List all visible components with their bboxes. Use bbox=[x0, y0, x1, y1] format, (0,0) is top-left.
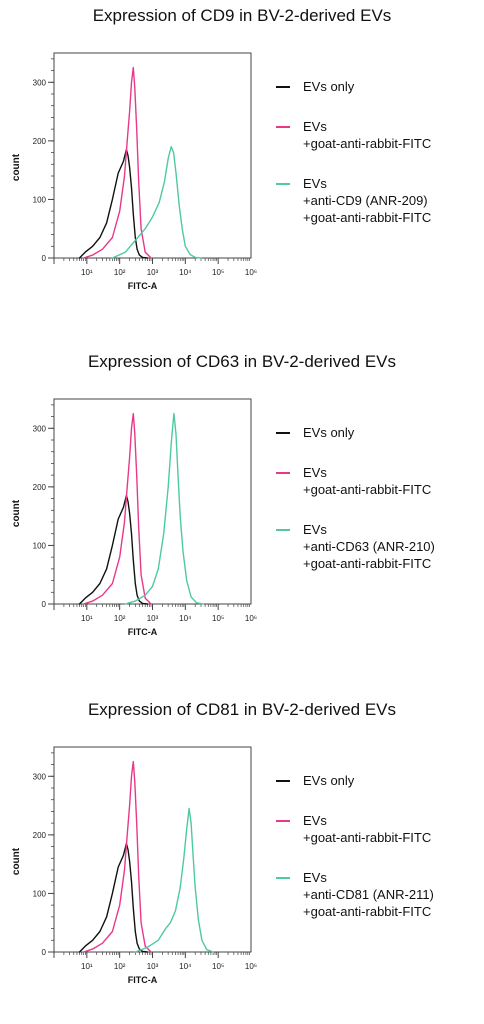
x-axis-label: FITC-A bbox=[128, 281, 158, 291]
legend-swatch bbox=[276, 432, 290, 434]
y-tick-label: 0 bbox=[42, 254, 47, 263]
histogram-plot: 0 100 200 300 10¹ 10² 10³ 10⁴ 10⁵ 10⁶ FITC-A count bbox=[11, 746, 257, 985]
y-axis-label: count bbox=[11, 153, 22, 181]
legend-swatch bbox=[276, 529, 290, 531]
series-line-0 bbox=[78, 842, 149, 953]
chart-title: Expression of CD9 in BV-2-derived EVs bbox=[92, 6, 392, 25]
legend-label: EVs +goat-anti-rabbit-FITC bbox=[303, 812, 431, 846]
legend-label-line: +goat-anti-rabbit-FITC bbox=[303, 904, 432, 919]
x-tick-label: 10⁵ bbox=[212, 614, 224, 623]
legend-label: EVs only bbox=[303, 78, 354, 95]
legend-label: EVs only bbox=[303, 772, 354, 789]
series-line-1 bbox=[82, 66, 152, 259]
histogram-plot: 0 100 200 300 10¹ 10² 10³ 10⁴ 10⁵ 10⁶ FITC-A count bbox=[11, 52, 257, 291]
x-tick-label: 10¹ bbox=[81, 268, 93, 277]
series-line-1 bbox=[82, 412, 152, 605]
legend-label-line: EVs bbox=[303, 119, 327, 134]
x-tick-label: 10⁴ bbox=[179, 614, 192, 623]
legend-label-line: EVs bbox=[303, 813, 327, 828]
legend-swatch bbox=[276, 126, 290, 128]
legend-label-line: +goat-anti-rabbit-FITC bbox=[303, 136, 432, 151]
legend-label: EVs +anti-CD9 (ANR-209) +goat-anti-rabbit-… bbox=[303, 175, 431, 226]
legend-swatch bbox=[276, 780, 290, 782]
x-tick-label: 10⁴ bbox=[179, 962, 192, 971]
y-tick-label: 300 bbox=[33, 424, 47, 433]
legend-label-line: EVs bbox=[303, 465, 327, 480]
legend-label: EVs +anti-CD81 (ANR-211) +goat-anti-rabbit… bbox=[303, 869, 434, 920]
x-tick-label: 10² bbox=[114, 614, 126, 623]
legend-label: EVs +anti-CD63 (ANR-210) +goat-anti-rabbit… bbox=[303, 521, 435, 572]
series-line-2 bbox=[134, 807, 214, 953]
x-tick-label: 10³ bbox=[147, 962, 159, 971]
legend-label-line: EVs bbox=[303, 522, 327, 537]
legend-label-line: +goat-anti-rabbit-FITC bbox=[303, 210, 432, 225]
x-tick-label: 10¹ bbox=[81, 962, 93, 971]
x-tick-label: 10⁶ bbox=[245, 614, 257, 623]
legend-swatch bbox=[276, 183, 290, 185]
legend-label-line: +anti-CD9 (ANR-209) bbox=[303, 193, 428, 208]
chart-panel: Expression of CD63 in BV-2-derived EVs 0 1… bbox=[0, 346, 484, 676]
x-tick-label: 10⁴ bbox=[179, 268, 192, 277]
x-tick-label: 10² bbox=[114, 962, 126, 971]
chart-panel: Expression of CD81 in BV-2-derived EVs 0 1… bbox=[0, 694, 484, 1024]
chart-title: Expression of CD63 in BV-2-derived EVs bbox=[87, 352, 397, 371]
plot-frame bbox=[53, 398, 252, 605]
x-tick-label: 10³ bbox=[147, 614, 159, 623]
y-tick-label: 300 bbox=[33, 772, 47, 781]
legend-swatch bbox=[276, 86, 290, 88]
legend-label: EVs +goat-anti-rabbit-FITC bbox=[303, 464, 431, 498]
y-tick-label: 0 bbox=[42, 948, 47, 957]
legend-label-line: EVs only bbox=[303, 425, 355, 440]
series-line-0 bbox=[78, 494, 149, 605]
legend-label-line: EVs bbox=[303, 870, 327, 885]
legend-label-line: +goat-anti-rabbit-FITC bbox=[303, 830, 432, 845]
chart-title: Expression of CD81 in BV-2-derived EVs bbox=[87, 700, 397, 719]
x-tick-label: 10⁵ bbox=[212, 268, 224, 277]
series-line-2 bbox=[111, 145, 202, 259]
x-tick-label: 10⁵ bbox=[212, 962, 224, 971]
x-axis-label: FITC-A bbox=[128, 975, 158, 985]
y-tick-label: 200 bbox=[33, 483, 47, 492]
x-tick-label: 10³ bbox=[147, 268, 159, 277]
x-tick-label: 10¹ bbox=[81, 614, 93, 623]
y-tick-label: 100 bbox=[33, 195, 47, 204]
plot-frame bbox=[53, 746, 252, 953]
x-tick-label: 10⁶ bbox=[245, 962, 257, 971]
x-tick-label: 10⁶ bbox=[245, 268, 257, 277]
y-tick-label: 100 bbox=[33, 889, 47, 898]
y-tick-label: 200 bbox=[33, 137, 47, 146]
y-tick-label: 100 bbox=[33, 541, 47, 550]
y-tick-label: 300 bbox=[33, 78, 47, 87]
legend-label-line: EVs bbox=[303, 176, 327, 191]
y-tick-label: 0 bbox=[42, 600, 47, 609]
legend-swatch bbox=[276, 472, 290, 474]
series-line-0 bbox=[78, 148, 149, 259]
legend-label-line: EVs only bbox=[303, 773, 355, 788]
series-line-1 bbox=[82, 760, 152, 953]
histogram-plot: 0 100 200 300 10¹ 10² 10³ 10⁴ 10⁵ 10⁶ FITC-A count bbox=[11, 398, 257, 637]
legend-label-line: +goat-anti-rabbit-FITC bbox=[303, 556, 432, 571]
legend-swatch bbox=[276, 877, 290, 879]
legend-label-line: +goat-anti-rabbit-FITC bbox=[303, 482, 432, 497]
x-axis-label: FITC-A bbox=[128, 627, 158, 637]
y-axis-label: count bbox=[11, 499, 22, 527]
legend-swatch bbox=[276, 820, 290, 822]
legend-label-line: +anti-CD81 (ANR-211) bbox=[303, 887, 434, 902]
series-line-2 bbox=[124, 412, 204, 605]
y-axis-label: count bbox=[11, 847, 22, 875]
legend-label: EVs only bbox=[303, 424, 354, 441]
legend-label: EVs +goat-anti-rabbit-FITC bbox=[303, 118, 431, 152]
plot-frame bbox=[53, 52, 252, 259]
y-tick-label: 200 bbox=[33, 831, 47, 840]
x-tick-label: 10² bbox=[114, 268, 126, 277]
legend-label-line: +anti-CD63 (ANR-210) bbox=[303, 539, 435, 554]
chart-panel: Expression of CD9 in BV-2-derived EVs 0 10… bbox=[0, 0, 484, 330]
legend-label-line: EVs only bbox=[303, 79, 355, 94]
